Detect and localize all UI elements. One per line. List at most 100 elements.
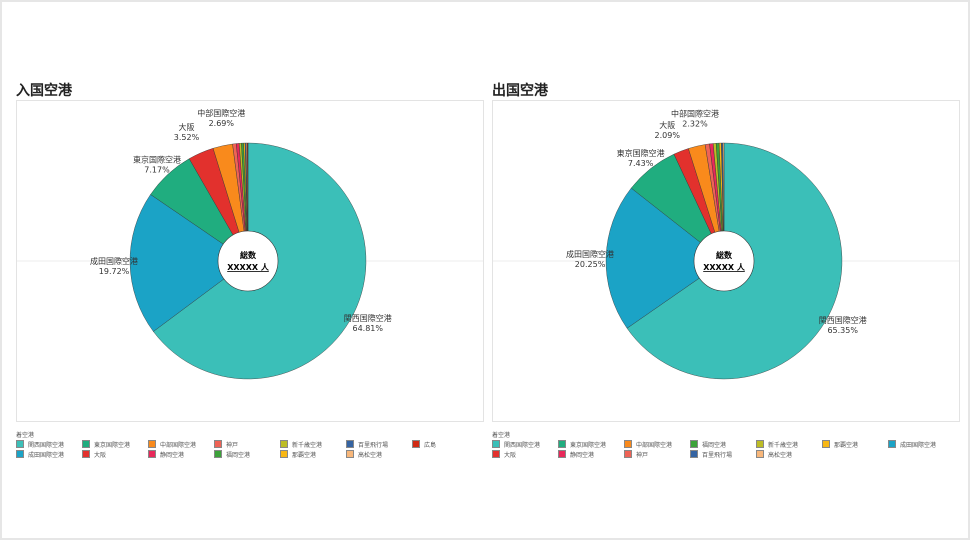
legend-item[interactable]: 東京国際空港	[558, 439, 624, 449]
donut-center	[217, 230, 279, 292]
slice-label: 大阪	[178, 122, 194, 132]
legend-label: 百里飛行場	[358, 441, 389, 449]
pie-slice[interactable]	[605, 187, 725, 329]
legend-swatch	[822, 440, 830, 448]
legend-item[interactable]: 広島	[412, 439, 478, 449]
chart-title: 出国空港	[492, 83, 548, 99]
slice-percent: 65.35%	[827, 326, 858, 335]
center-label-title: 総数	[716, 250, 733, 260]
slice-label: 成田国際空港	[566, 249, 614, 259]
chart-title: 入国空港	[16, 83, 72, 99]
legend-label: 静岡空港	[570, 451, 595, 459]
legend-item[interactable]: 神戸	[214, 439, 280, 449]
legend-label: 広島	[424, 441, 437, 449]
legend-swatch	[412, 440, 420, 448]
legend-label: 中部国際空港	[636, 441, 673, 449]
legend-label: 大阪	[94, 451, 107, 459]
legend-swatch	[888, 440, 896, 448]
legend-item[interactable]: 大阪	[82, 449, 148, 459]
legend-label: 関西国際空港	[504, 441, 541, 449]
legend-swatch	[280, 440, 288, 448]
legend-item[interactable]: 大阪	[492, 449, 558, 459]
legend-label: 成田国際空港	[28, 451, 65, 459]
legend-swatch	[16, 440, 24, 448]
legend-item[interactable]: 福岡空港	[214, 449, 280, 459]
center-label-title: 総数	[240, 250, 257, 260]
legend-swatch	[82, 450, 90, 458]
legend-swatch	[492, 440, 500, 448]
legend-title: 着空港	[492, 432, 511, 439]
legend-item[interactable]: 神戸	[624, 449, 690, 459]
legend-label: 神戸	[226, 441, 239, 449]
legend-label: 那覇空港	[292, 451, 317, 459]
legend-swatch	[492, 450, 500, 458]
legend-item[interactable]: 中部国際空港	[624, 439, 690, 449]
legend-item[interactable]: 高松空港	[346, 449, 412, 459]
slice-percent: 19.72%	[99, 267, 130, 276]
legend-label: 関西国際空港	[28, 441, 65, 449]
legend-item[interactable]: 新千歳空港	[280, 439, 346, 449]
legend-swatch	[624, 440, 632, 448]
legend-swatch	[346, 440, 354, 448]
legend-swatch	[148, 450, 156, 458]
slice-percent: 64.81%	[352, 324, 383, 333]
legend-swatch	[690, 450, 698, 458]
legend-label: 東京国際空港	[570, 441, 607, 449]
legend-item[interactable]: 新千歳空港	[756, 439, 822, 449]
legend-item[interactable]: 関西国際空港	[492, 439, 558, 449]
slice-label: 東京国際空港	[133, 155, 181, 165]
legend-item[interactable]: 静岡空港	[148, 449, 214, 459]
slice-label: 成田国際空港	[90, 256, 138, 266]
legend-item[interactable]: 東京国際空港	[82, 439, 148, 449]
legend-label: 福岡空港	[226, 451, 251, 459]
chart-frame: 関西国際空港 65.35% 成田国際空港 20.25% 東京国際空港 7.43% 大阪 2.0…	[492, 100, 960, 422]
legend-item[interactable]: 成田国際空港	[16, 449, 82, 459]
legend-item[interactable]: 那覇空港	[822, 439, 888, 449]
center-label-value: XXXXX 人	[703, 262, 746, 272]
legend-label: 百里飛行場	[702, 451, 733, 459]
legend-item[interactable]: 百里飛行場	[346, 439, 412, 449]
panel-departure: 出国空港 関西国際空港 65.35% 成田国際空港 20.25% 東京国際空港 7.43%…	[492, 80, 962, 459]
legend-item[interactable]: 中部国際空港	[148, 439, 214, 449]
legend-item[interactable]: 福岡空港	[690, 439, 756, 449]
legend-swatch	[756, 450, 764, 458]
legend-title: 着空港	[16, 432, 35, 439]
slice-label: 中部国際空港	[671, 109, 719, 119]
center-label-value: XXXXX 人	[227, 262, 270, 272]
legend-label: 神戸	[636, 451, 649, 459]
legend-label: 高松空港	[358, 451, 383, 459]
legend-swatch	[214, 440, 222, 448]
chart-frame: 関西国際空港 64.81% 成田国際空港 19.72% 東京国際空港 7.17% 大阪 3.5…	[16, 100, 484, 422]
legend-swatch	[624, 450, 632, 458]
pie-slice[interactable]	[129, 194, 249, 332]
slice-label: 東京国際空港	[617, 148, 665, 158]
legend-swatch	[82, 440, 90, 448]
slice-label: 関西国際空港	[819, 315, 867, 325]
legend-item[interactable]: 成田国際空港	[888, 439, 954, 449]
slice-percent: 2.32%	[682, 120, 708, 129]
slice-percent: 20.25%	[575, 260, 606, 269]
legend-label: 中部国際空港	[160, 441, 197, 449]
legend-item[interactable]: 静岡空港	[558, 449, 624, 459]
legend-label: 那覇空港	[834, 441, 859, 449]
legend-item[interactable]: 百里飛行場	[690, 449, 756, 459]
legend-item[interactable]: 那覇空港	[280, 449, 346, 459]
panel-arrival: 入国空港 関西国際空港 64.81% 成田国際空港 19.72% 東京国際空港 7.17%…	[16, 80, 486, 459]
legend-swatch	[16, 450, 24, 458]
slice-percent: 2.09%	[655, 131, 681, 140]
slice-percent: 3.52%	[174, 133, 200, 142]
legend-swatch	[558, 450, 566, 458]
legend-swatch	[756, 440, 764, 448]
legend-label: 大阪	[504, 451, 517, 459]
legend-label: 高松空港	[768, 451, 793, 459]
legend-item[interactable]: 高松空港	[756, 449, 822, 459]
legend-label: 新千歳空港	[292, 441, 323, 449]
legend-item[interactable]: 関西国際空港	[16, 439, 82, 449]
slice-label: 中部国際空港	[197, 108, 245, 118]
slice-label: 関西国際空港	[344, 313, 392, 323]
legend: 着空港 関西国際空港 東京国際空港 中部国際空港 神戸 新千歳空港 百里飛行場 広島成田国際…	[16, 430, 486, 459]
legend-swatch	[148, 440, 156, 448]
slice-percent: 2.69%	[209, 119, 235, 128]
